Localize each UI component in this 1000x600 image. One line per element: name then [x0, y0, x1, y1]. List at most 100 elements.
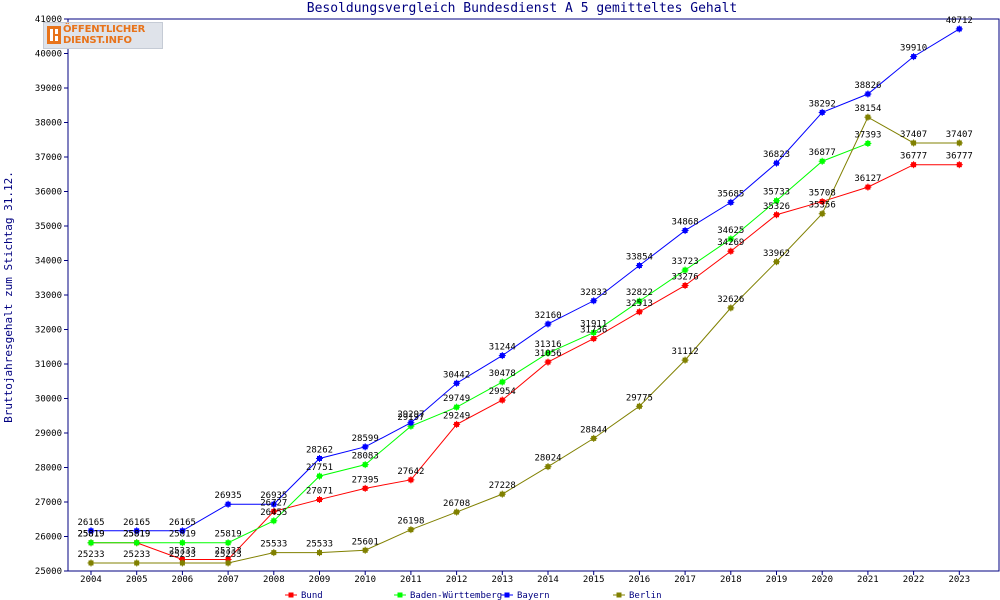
data-label: 35733: [763, 188, 790, 198]
x-tick-label: 2009: [309, 575, 331, 585]
series-line: [91, 116, 960, 564]
data-label: 25233: [215, 550, 242, 560]
data-label: 37407: [900, 130, 927, 140]
plot-area: [67, 18, 1000, 572]
data-label: 37393: [854, 130, 881, 140]
data-label: 27395: [352, 475, 379, 485]
x-tick-label: 2018: [720, 575, 742, 585]
series-line: [91, 142, 869, 544]
x-tick-label: 2011: [400, 575, 422, 585]
data-label: 36777: [946, 152, 973, 162]
data-label: 32626: [717, 295, 744, 305]
data-label: 26198: [397, 517, 424, 527]
x-tick-label: 2020: [811, 575, 833, 585]
x-tick-label: 2021: [857, 575, 879, 585]
data-label: 28599: [352, 434, 379, 444]
data-label: 26165: [123, 518, 150, 528]
y-tick-label: 35000: [35, 222, 62, 232]
legend-item: Berlin: [613, 591, 662, 600]
data-label: 38826: [854, 81, 881, 91]
data-label: 29197: [397, 413, 424, 423]
legend: Bund Baden-Württemberg Bayern Berlin: [285, 591, 662, 600]
data-label: 35685: [717, 189, 744, 199]
x-tick-label: 2007: [217, 575, 239, 585]
data-label: 38154: [854, 104, 881, 114]
x-tick-label: 2004: [80, 575, 102, 585]
series-berlin: [87, 113, 963, 567]
data-label: 25233: [169, 550, 196, 560]
y-tick-label: 26000: [35, 533, 62, 543]
series-layer: [87, 25, 963, 567]
data-label: 34868: [672, 218, 699, 228]
data-label: 33723: [672, 257, 699, 267]
y-tick-label: 38000: [35, 119, 62, 129]
data-label: 25819: [123, 530, 150, 540]
series-line: [91, 28, 960, 532]
data-label: 25819: [169, 530, 196, 540]
data-label: 26165: [77, 518, 104, 528]
data-label: 31112: [672, 347, 699, 357]
legend-label: Bund: [301, 591, 323, 600]
logo-mark-icon: [47, 26, 61, 44]
data-label: 29249: [443, 411, 470, 421]
data-label: 27228: [489, 481, 516, 491]
data-label: 25233: [123, 550, 150, 560]
data-label: 26708: [443, 499, 470, 509]
data-label: 29775: [626, 393, 653, 403]
data-label: 29749: [443, 394, 470, 404]
data-label: 35326: [763, 202, 790, 212]
data-label: 33962: [763, 249, 790, 259]
data-label: 36877: [809, 148, 836, 158]
data-label: 33854: [626, 253, 653, 263]
data-label: 33276: [672, 272, 699, 282]
x-tick-label: 2005: [126, 575, 148, 585]
series-bayern: [87, 25, 963, 535]
data-label: 25533: [260, 540, 287, 550]
data-label: 27642: [397, 467, 424, 477]
data-label: 25533: [306, 540, 333, 550]
logo-text-line2: DIENST.INFO: [63, 35, 132, 46]
data-label: 27751: [306, 463, 333, 473]
data-label: 28262: [306, 445, 333, 455]
data-label: 28083: [352, 452, 379, 462]
data-label: 25601: [352, 537, 379, 547]
legend-swatch-marker: [504, 592, 510, 598]
data-label: 25819: [77, 530, 104, 540]
logo-text-line1: ÖFFENTLICHER: [63, 24, 146, 35]
data-label: 36127: [854, 174, 881, 184]
data-label: 29297: [397, 410, 424, 420]
legend-item: Bayern: [501, 591, 550, 600]
data-label: 26165: [169, 518, 196, 528]
data-label: 27071: [306, 487, 333, 497]
data-label: 25333: [169, 547, 196, 557]
data-label: 28844: [580, 425, 607, 435]
data-label: 31736: [580, 326, 607, 336]
data-label: 26935: [215, 491, 242, 501]
data-label: 30478: [489, 369, 516, 379]
data-label: 35356: [809, 201, 836, 211]
y-tick-label: 30000: [35, 395, 62, 405]
data-label: 31316: [534, 340, 561, 350]
data-label: 26935: [260, 491, 287, 501]
y-axis-label: Bruttojahresgehalt zum Stichtag 31.12.: [2, 171, 15, 423]
y-tick-label: 29000: [35, 429, 62, 439]
data-label: 32822: [626, 288, 653, 298]
data-label: 35708: [809, 189, 836, 199]
data-label: 25333: [215, 547, 242, 557]
x-tick-label: 2012: [446, 575, 468, 585]
data-label: 25233: [77, 550, 104, 560]
data-label: 29954: [489, 387, 516, 397]
legend-label: Bayern: [517, 591, 550, 600]
data-label: 25819: [77, 530, 104, 540]
y-tick-label: 34000: [35, 257, 62, 267]
x-tick-label: 2013: [491, 575, 513, 585]
x-tick-label: 2023: [948, 575, 970, 585]
series-baden-w-rttemberg: [87, 139, 872, 547]
data-label: 25819: [215, 530, 242, 540]
data-label: 32160: [534, 311, 561, 321]
data-label: 34625: [717, 226, 744, 236]
x-tick-label: 2014: [537, 575, 559, 585]
data-label: 31056: [534, 349, 561, 359]
y-tick-label: 37000: [35, 153, 62, 163]
series-line: [91, 164, 960, 561]
